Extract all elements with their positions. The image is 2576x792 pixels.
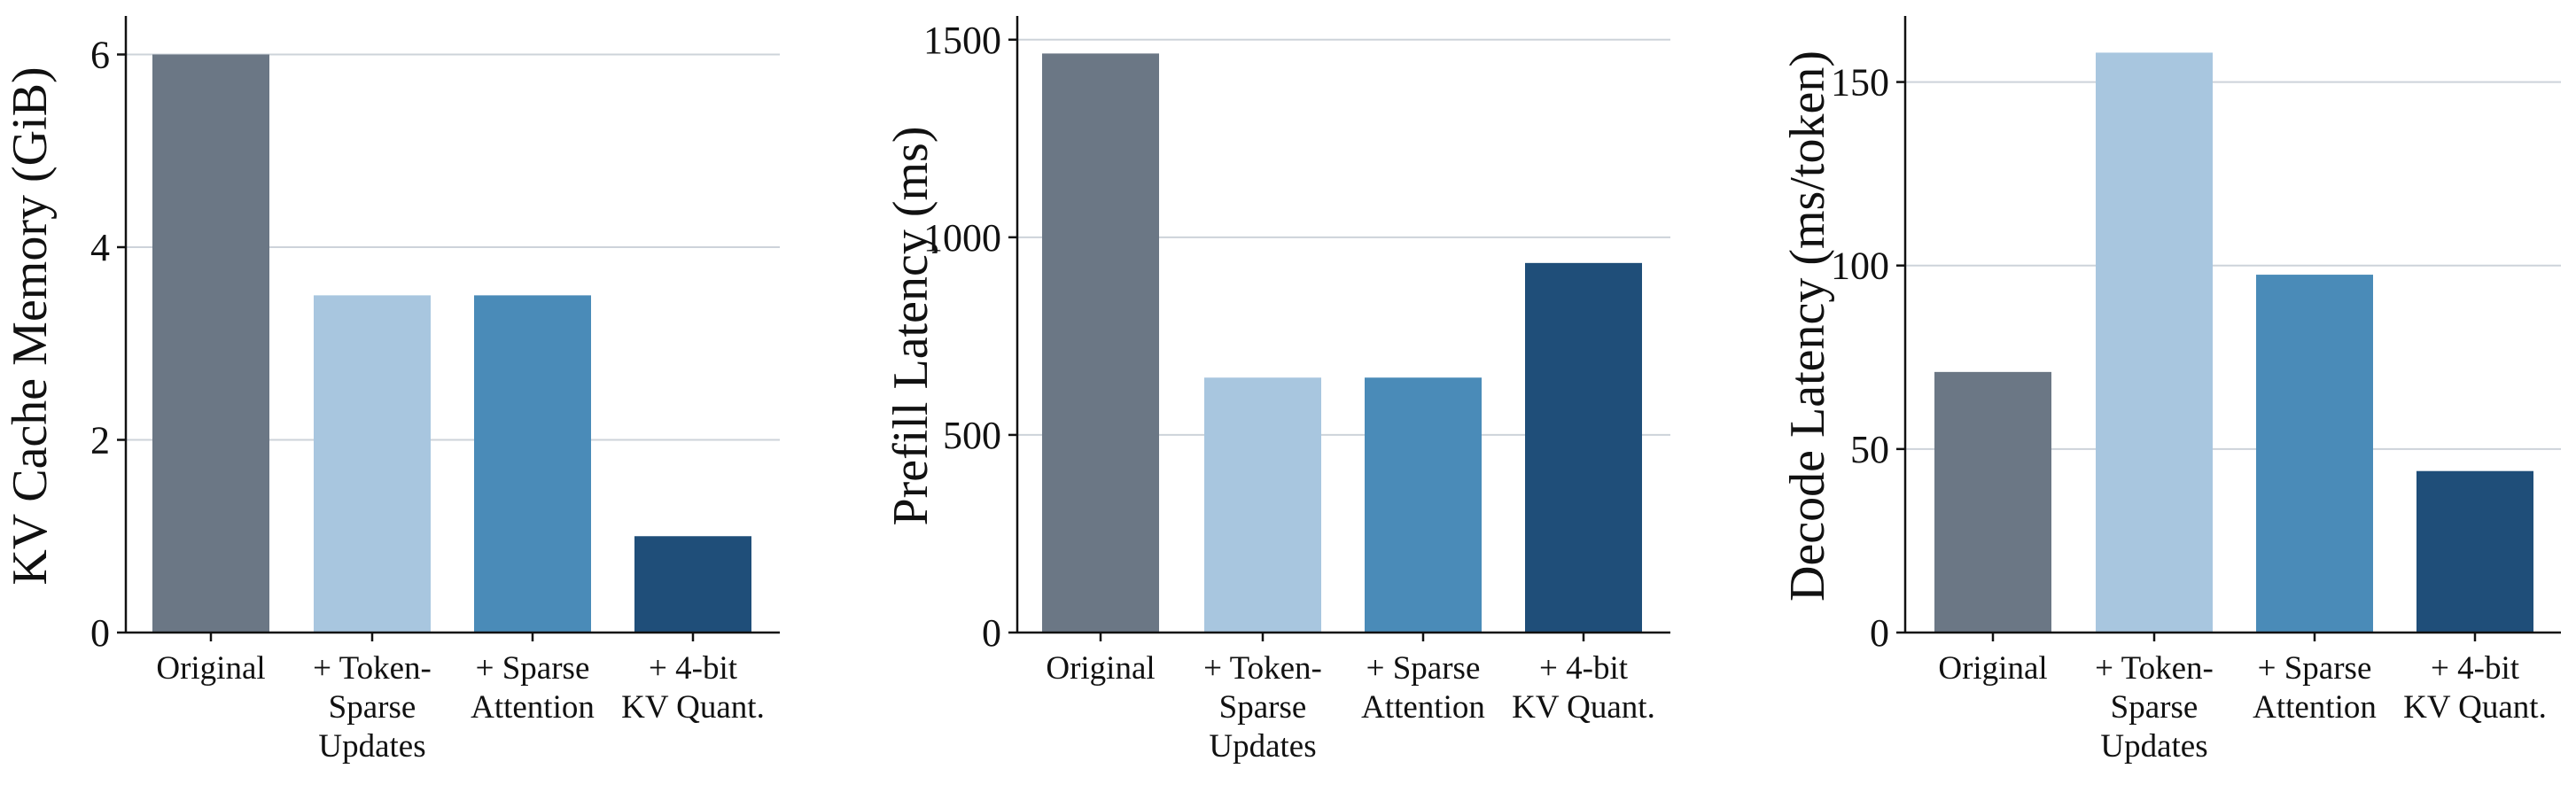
memory-y-tick-label: 0 <box>90 611 110 655</box>
prefill-latency-y-tick-label: 1000 <box>923 216 1001 260</box>
decode-latency-y-tick-label: 150 <box>1831 61 1889 105</box>
prefill-latency-y-axis-title: Prefill Latency (ms) <box>883 127 938 526</box>
prefill-latency-category-label: + 4-bit KV Quant. <box>1512 650 1655 726</box>
prefill-latency-y-tick-label: 1500 <box>923 19 1001 62</box>
decode-latency-bar <box>1934 371 2051 633</box>
memory-chart-panel: 0 2 4 6 Original + Token-Sparse Updates + Spars… <box>3 16 780 765</box>
prefill-latency-y-tick-label: 500 <box>943 414 1001 457</box>
prefill-latency-bar <box>1042 53 1159 633</box>
prefill-latency-chart-panel: 0 500 1000 1500 Original + Token-Sparse Update… <box>883 16 1670 765</box>
decode-latency-category-label: + Sparse Attention <box>2253 650 2377 726</box>
decode-latency-chart-panel: 0 50 100 150 Original + Token-Sparse Updates + … <box>1780 16 2561 765</box>
decode-latency-bar <box>2416 470 2533 633</box>
decode-latency-y-tick-label: 100 <box>1831 245 1889 288</box>
prefill-latency-category-label: Original <box>1046 650 1155 687</box>
prefill-latency-category-label: + Sparse Attention <box>1361 650 1485 726</box>
memory-bar <box>474 295 591 633</box>
decode-latency-bar <box>2096 52 2213 633</box>
memory-y-axis-title: KV Cache Memory (GiB) <box>3 66 58 585</box>
prefill-latency-bar <box>1525 262 1642 633</box>
decode-latency-category-label: Original <box>1938 650 2047 687</box>
memory-y-tick-label: 6 <box>90 34 110 77</box>
decode-latency-category-label: + Token-Sparse Updates <box>2095 650 2214 765</box>
memory-category-label: + Token-Sparse Updates <box>313 650 432 765</box>
prefill-latency-bar <box>1204 377 1321 633</box>
decode-latency-y-tick-label: 50 <box>1850 428 1889 471</box>
memory-bar <box>634 536 751 633</box>
memory-category-label: Original <box>156 650 265 687</box>
memory-category-label: + 4-bit KV Quant. <box>621 650 765 726</box>
memory-category-label: + Sparse Attention <box>471 650 595 726</box>
prefill-latency-category-label: + Token-Sparse Updates <box>1203 650 1322 765</box>
memory-bar <box>152 54 269 633</box>
decode-latency-y-axis-title: Decode Latency (ms/token) <box>1780 50 1835 602</box>
decode-latency-bar <box>2256 275 2373 633</box>
memory-y-tick-label: 4 <box>90 226 110 269</box>
memory-bar <box>314 295 431 633</box>
memory-y-tick-label: 2 <box>90 419 110 462</box>
decode-latency-y-tick-label: 0 <box>1870 611 1889 655</box>
prefill-latency-y-tick-label: 0 <box>982 611 1001 655</box>
prefill-latency-bar <box>1365 377 1482 633</box>
decode-latency-category-label: + 4-bit KV Quant. <box>2403 650 2547 726</box>
